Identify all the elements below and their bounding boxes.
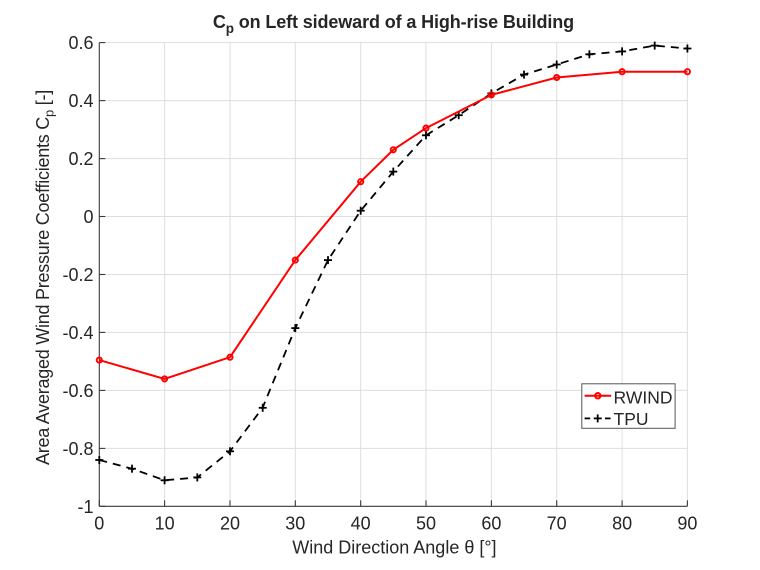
- svg-text:40: 40: [351, 514, 371, 534]
- svg-text:-1: -1: [77, 497, 93, 517]
- svg-text:RWIND: RWIND: [614, 387, 673, 407]
- svg-text:80: 80: [612, 514, 632, 534]
- svg-text:60: 60: [481, 514, 501, 534]
- svg-text:0.2: 0.2: [68, 149, 93, 169]
- svg-text:90: 90: [677, 514, 697, 534]
- svg-text:50: 50: [416, 514, 436, 534]
- svg-text:0.6: 0.6: [68, 33, 93, 53]
- svg-text:Wind Direction Angle θ [°]: Wind Direction Angle θ [°]: [292, 538, 496, 558]
- svg-text:0.4: 0.4: [68, 91, 93, 111]
- svg-text:-0.8: -0.8: [62, 439, 93, 459]
- svg-text:-0.6: -0.6: [62, 381, 93, 401]
- svg-text:0: 0: [94, 514, 104, 534]
- svg-text:0: 0: [83, 207, 93, 227]
- svg-text:-0.2: -0.2: [62, 265, 93, 285]
- svg-text:Area Averaged Wind Pressure Co: Area Averaged Wind Pressure Coefficients…: [33, 90, 57, 465]
- svg-text:-0.4: -0.4: [62, 323, 93, 343]
- svg-text:30: 30: [285, 514, 305, 534]
- svg-text:70: 70: [547, 514, 567, 534]
- svg-text:10: 10: [155, 514, 175, 534]
- svg-text:20: 20: [220, 514, 240, 534]
- svg-text:TPU: TPU: [614, 409, 649, 429]
